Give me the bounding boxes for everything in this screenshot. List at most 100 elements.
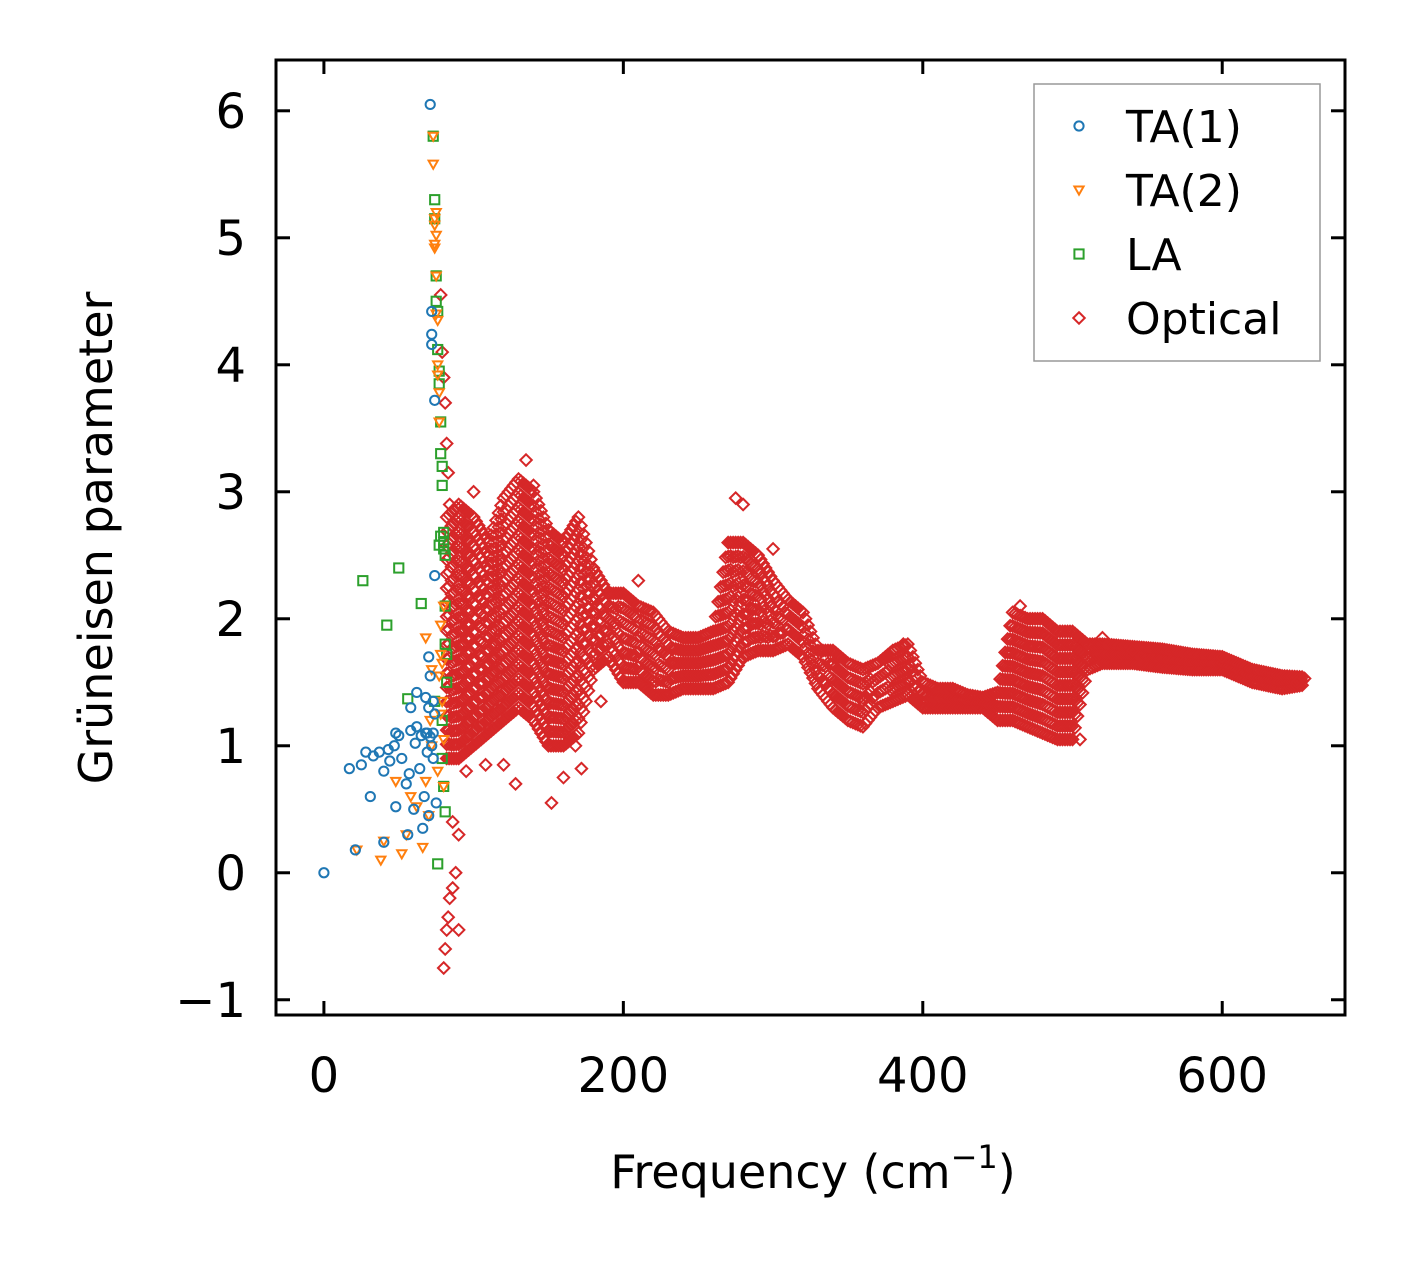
- point-optical: [735, 592, 751, 607]
- point-optical: [551, 683, 566, 698]
- point-la: [435, 530, 447, 542]
- point-optical: [526, 584, 541, 599]
- point-optical: [551, 724, 566, 740]
- point-la: [357, 575, 369, 587]
- point-ta2: [419, 776, 433, 788]
- point-optical: [476, 554, 491, 569]
- point-optical: [478, 643, 494, 658]
- point-optical: [896, 637, 911, 652]
- y-tick-label: 1: [215, 719, 246, 775]
- point-ta2: [428, 243, 442, 255]
- point-optical: [496, 757, 511, 772]
- point-optical: [438, 941, 453, 957]
- point-optical: [483, 681, 499, 697]
- point-optical: [533, 545, 549, 560]
- point-optical: [753, 552, 768, 567]
- point-ta1: [427, 752, 439, 765]
- point-optical: [451, 596, 466, 611]
- point-ta1: [343, 763, 355, 775]
- point-optical: [526, 598, 541, 614]
- point-optical: [478, 531, 494, 546]
- point-optical: [760, 578, 776, 593]
- point-optical: [898, 676, 913, 691]
- point-optical: [718, 606, 733, 621]
- point-optical: [488, 664, 504, 679]
- point-optical: [531, 623, 546, 638]
- point-optical: [439, 436, 454, 451]
- point-ta1: [426, 328, 438, 340]
- point-optical: [439, 922, 454, 938]
- point-optical: [1030, 625, 1045, 640]
- point-ta1: [390, 727, 402, 739]
- point-optical: [1002, 713, 1018, 728]
- point-optical: [1002, 618, 1018, 633]
- point-optical: [528, 533, 544, 548]
- point-ta1: [384, 755, 396, 767]
- point-optical: [895, 664, 910, 679]
- point-optical: [448, 865, 463, 880]
- point-optical: [1060, 718, 1075, 734]
- point-optical: [546, 682, 561, 697]
- point-optical: [713, 579, 728, 595]
- point-optical: [478, 685, 494, 701]
- point-optical: [556, 770, 571, 785]
- x-axis-label: Frequency (cm−1): [610, 1138, 1015, 1199]
- point-optical: [451, 666, 466, 681]
- point-optical: [718, 648, 733, 663]
- point-optical: [1030, 667, 1045, 683]
- point-ta1: [400, 778, 412, 790]
- point-optical: [531, 609, 546, 624]
- point-optical: [588, 646, 604, 662]
- point-optical: [1070, 708, 1085, 724]
- point-optical: [536, 565, 551, 580]
- point-optical: [626, 675, 641, 690]
- legend-marker: [1073, 248, 1085, 260]
- point-optical: [1002, 645, 1018, 660]
- point-ta1: [402, 829, 414, 841]
- point-ta2: [437, 601, 451, 613]
- point-optical: [551, 738, 566, 753]
- point-optical: [478, 629, 494, 644]
- point-optical: [476, 567, 491, 582]
- point-optical: [708, 623, 723, 639]
- point-optical: [1060, 637, 1075, 653]
- point-optical: [596, 577, 611, 593]
- point-optical: [538, 666, 554, 681]
- point-optical: [795, 649, 811, 665]
- point-optical: [449, 667, 464, 682]
- y-tick-label: 6: [215, 84, 246, 140]
- legend-label: Optical: [1126, 294, 1281, 345]
- point-optical: [1060, 624, 1075, 639]
- point-ta1: [408, 803, 420, 815]
- point-optical: [748, 630, 763, 645]
- point-ta1: [318, 867, 330, 879]
- point-optical: [853, 675, 868, 690]
- point-optical: [706, 624, 721, 639]
- point-optical: [458, 659, 474, 675]
- point-optical: [591, 643, 606, 658]
- point-optical: [483, 695, 499, 711]
- point-optical: [526, 527, 541, 542]
- point-la: [432, 858, 444, 870]
- point-optical: [526, 541, 541, 557]
- point-optical: [528, 590, 544, 605]
- point-optical: [466, 510, 481, 525]
- plot-frame: [274, 58, 1347, 1017]
- point-optical: [436, 960, 451, 976]
- point-optical: [688, 630, 703, 645]
- point-la: [415, 597, 427, 610]
- point-optical: [711, 594, 726, 610]
- point-optical: [1067, 720, 1083, 735]
- point-optical: [574, 761, 589, 776]
- point-ta1: [429, 569, 441, 582]
- point-optical: [533, 587, 549, 602]
- point-optical: [528, 547, 544, 562]
- point-ta1: [396, 752, 408, 765]
- point-ta1: [426, 740, 438, 752]
- point-optical: [903, 658, 918, 674]
- point-optical: [648, 661, 663, 676]
- point-optical: [456, 719, 471, 735]
- point-optical: [586, 560, 601, 576]
- point-optical: [703, 667, 718, 682]
- point-optical: [528, 604, 544, 619]
